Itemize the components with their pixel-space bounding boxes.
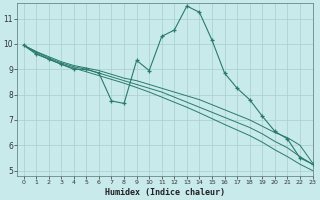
X-axis label: Humidex (Indice chaleur): Humidex (Indice chaleur)	[105, 188, 225, 197]
